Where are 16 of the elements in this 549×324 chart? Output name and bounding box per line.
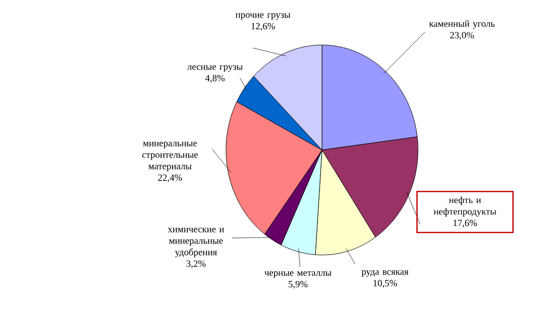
data-label: 3,2% — [186, 260, 206, 268]
slice-label: руда всякая — [362, 270, 408, 277]
slice-label: прочие грузы — [236, 13, 290, 20]
slice-label: нефть и нефтепродукты — [434, 196, 496, 217]
data-label: 4,8% — [205, 74, 225, 83]
data-label: 17,6% — [454, 220, 477, 228]
slice-label: минеральные строительные материалы — [142, 142, 198, 172]
data-label: 10,5% — [374, 280, 397, 288]
slice-label: химические и минеральные удобрения — [168, 228, 224, 258]
slice-label: лесные грузы — [187, 65, 243, 72]
slice-label: черные металлы — [264, 271, 332, 278]
slice-label: каменный уголь — [429, 20, 495, 29]
data-label: 23,0% — [450, 32, 474, 40]
data-label: 5,9% — [288, 280, 308, 289]
data-label: 22,4% — [158, 174, 182, 182]
data-label: 12,6% — [252, 22, 275, 31]
